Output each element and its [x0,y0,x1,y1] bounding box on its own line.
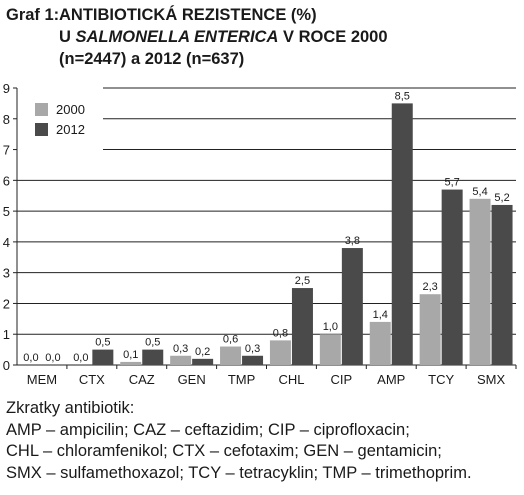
title-line-2: U SALMONELLA ENTERICA V ROCE 2000 [59,26,388,48]
x-tick-label-smx: SMX [477,372,506,387]
x-tick-label-amp: AMP [377,372,405,387]
bar-2000-tmp [220,346,242,365]
x-tick-label-caz: CAZ [129,372,155,387]
bar-2000-cip [319,334,341,365]
y-tick-label: 8 [3,112,10,127]
title-line-2-suffix: V ROCE 2000 [278,28,388,46]
bar-2000-gen [170,355,192,365]
bar-2012-tmp [242,355,264,365]
y-tick-label: 1 [3,327,10,342]
bar-2000-amp [369,321,391,365]
bar-2000-smx [469,198,491,365]
figure-label: Graf 1: [6,6,60,24]
x-tick-label-cip: CIP [331,372,353,387]
data-label-2012-cip: 3,8 [345,235,360,247]
y-tick-label: 9 [3,81,10,96]
bar-2012-amp [391,103,413,365]
data-label-2000-tmp: 0,6 [223,334,238,346]
data-label-2000-caz: 0,1 [123,349,138,361]
legend-label-2000: 2000 [56,102,85,117]
data-label-2012-amp: 8,5 [395,90,410,102]
abbreviations-line-2: CHL – chloramfenikol; CTX – cefotaxim; G… [6,442,442,460]
x-tick-label-gen: GEN [178,372,206,387]
data-label-2012-tmp: 0,3 [245,343,260,355]
bar-2000-tcy [419,294,441,365]
abbreviations-line-3: SMX – sulfamethoxazol; TCY – tetracyklin… [6,463,472,482]
data-label-2012-caz: 0,5 [145,337,160,349]
bar-2012-ctx [92,349,114,365]
x-tick-label-ctx: CTX [79,372,105,387]
data-label-2012-tcy: 5,7 [445,177,460,189]
legend-swatch-2000 [35,103,48,116]
bar-2012-chl [291,288,313,365]
legend-label-2012: 2012 [56,122,85,137]
data-label-2012-gen: 0,2 [195,346,210,358]
abbreviations-heading: Zkratky antibiotik: [6,399,135,417]
data-label-2000-smx: 5,4 [472,186,487,198]
data-label-2012-smx: 5,2 [494,192,509,204]
title-line-3: (n=2447) a 2012 (n=637) [59,50,245,68]
bar-2012-gen [192,358,214,365]
title-species: SALMONELLA ENTERICA [75,28,279,46]
y-tick-label: 0 [3,358,10,373]
bar-2012-tcy [441,189,463,365]
data-label-2012-ctx: 0,5 [95,337,110,349]
data-label-2000-mem: 0,0 [23,352,38,364]
data-label-2000-ctx: 0,0 [73,352,88,364]
x-tick-label-tcy: TCY [428,372,454,387]
data-label-2000-cip: 1,0 [323,321,338,333]
data-label-2000-tcy: 2,3 [423,281,438,293]
bar-2000-chl [269,340,291,365]
x-tick-label-tmp: TMP [228,372,255,387]
abbreviations-line-1: AMP – ampicilin; CAZ – ceftazidim; CIP –… [6,420,410,439]
x-tick-label-chl: CHL [278,372,304,387]
legend-swatch-2012 [35,123,48,136]
bar-2012-smx [491,204,513,365]
title-line-1: ANTIBIOTICKÁ REZISTENCE (%) [59,6,317,24]
abbreviations-note: Zkratky antibiotik: AMP – ampicilin; CAZ… [6,398,472,484]
data-label-2012-chl: 2,5 [295,275,310,287]
data-label-2000-chl: 0,8 [273,327,288,339]
x-tick-label-mem: MEM [27,372,57,387]
y-tick-label: 3 [3,266,10,281]
y-tick-label: 2 [3,296,10,311]
bar-2012-caz [142,349,164,365]
data-label-2000-gen: 0,3 [173,343,188,355]
y-tick-label: 6 [3,173,10,188]
data-label-2000-amp: 1,4 [373,309,388,321]
title-line-2-prefix: U [59,28,76,46]
data-label-2012-mem: 0,0 [45,352,60,364]
y-tick-label: 7 [3,143,10,158]
bar-2000-caz [120,361,142,365]
bar-chart: 0 1 2 3 4 5 6 7 8 9 0,0 0,0 MEM 0,0 0,5 CTX 0,1 0,5 CAZ 0,3… [3,81,517,387]
bar-2012-cip [341,248,363,365]
y-tick-label: 4 [3,235,10,250]
y-tick-label: 5 [3,204,10,219]
